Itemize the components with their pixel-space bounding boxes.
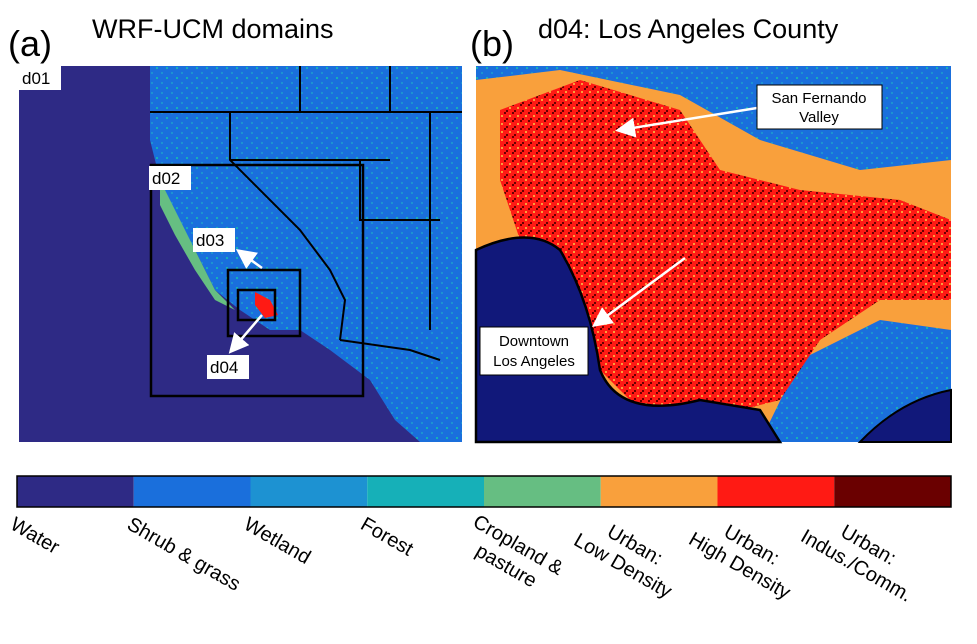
panel-title: d04: Los Angeles County — [538, 14, 839, 44]
colorbar-segment — [250, 476, 368, 507]
panel-label: (b) — [470, 23, 514, 64]
legend-label: Wetland — [240, 513, 314, 569]
colorbar-frame — [16, 475, 952, 508]
colorbar-segment — [17, 476, 134, 507]
legend-label: Urban:High Density — [685, 521, 794, 604]
annotation: Los Angeles — [493, 353, 575, 370]
legend-label: Urban:Low Density — [570, 521, 675, 603]
arrows — [228, 249, 263, 354]
arrows — [591, 106, 758, 327]
colorbar-segment — [484, 476, 601, 507]
colorbar-segment — [600, 476, 718, 507]
panel-title: WRF-UCM domains — [92, 14, 334, 44]
annotation-box — [479, 326, 589, 376]
urban-high — [500, 80, 951, 420]
label-box — [19, 66, 61, 90]
annotation-box — [756, 84, 883, 130]
colorbar-segment — [133, 476, 251, 507]
legend-label: Urban:Indus./Comm. — [797, 521, 916, 607]
legend-text: Wetland — [240, 513, 314, 569]
domain-label: d03 — [196, 231, 224, 250]
legend-label: Cropland &pasture — [469, 511, 567, 593]
domain-label: d01 — [22, 69, 50, 88]
ocean — [857, 388, 952, 443]
legend-text: Water — [7, 513, 64, 559]
label-box — [207, 355, 249, 379]
label-box — [193, 228, 235, 252]
legend-label: Forest — [357, 513, 417, 561]
legend-label: Shrub & grass — [123, 513, 244, 595]
panel-label: (a) — [8, 23, 52, 64]
legend-text: Shrub & grass — [123, 513, 244, 595]
ocean — [474, 236, 783, 444]
panel-a: (a) WRF-UCM domains d01 d02 d03 d04 — [8, 14, 462, 442]
annotation: Valley — [799, 109, 839, 126]
colorbar-segment — [367, 476, 484, 507]
legend-label: Water — [7, 513, 64, 559]
colorbar-segment — [834, 476, 951, 507]
label-box — [149, 166, 191, 190]
legend-text: Forest — [357, 513, 417, 561]
annotation: San Fernando — [771, 90, 866, 107]
domain-label: d04 — [210, 358, 238, 377]
colorbar-segment — [717, 476, 835, 507]
annotation: Downtown — [499, 333, 569, 350]
la-urban — [255, 292, 278, 318]
panel-b: (b) d04: Los Angeles County San Fernando… — [470, 14, 952, 444]
domain-label: d02 — [152, 169, 180, 188]
